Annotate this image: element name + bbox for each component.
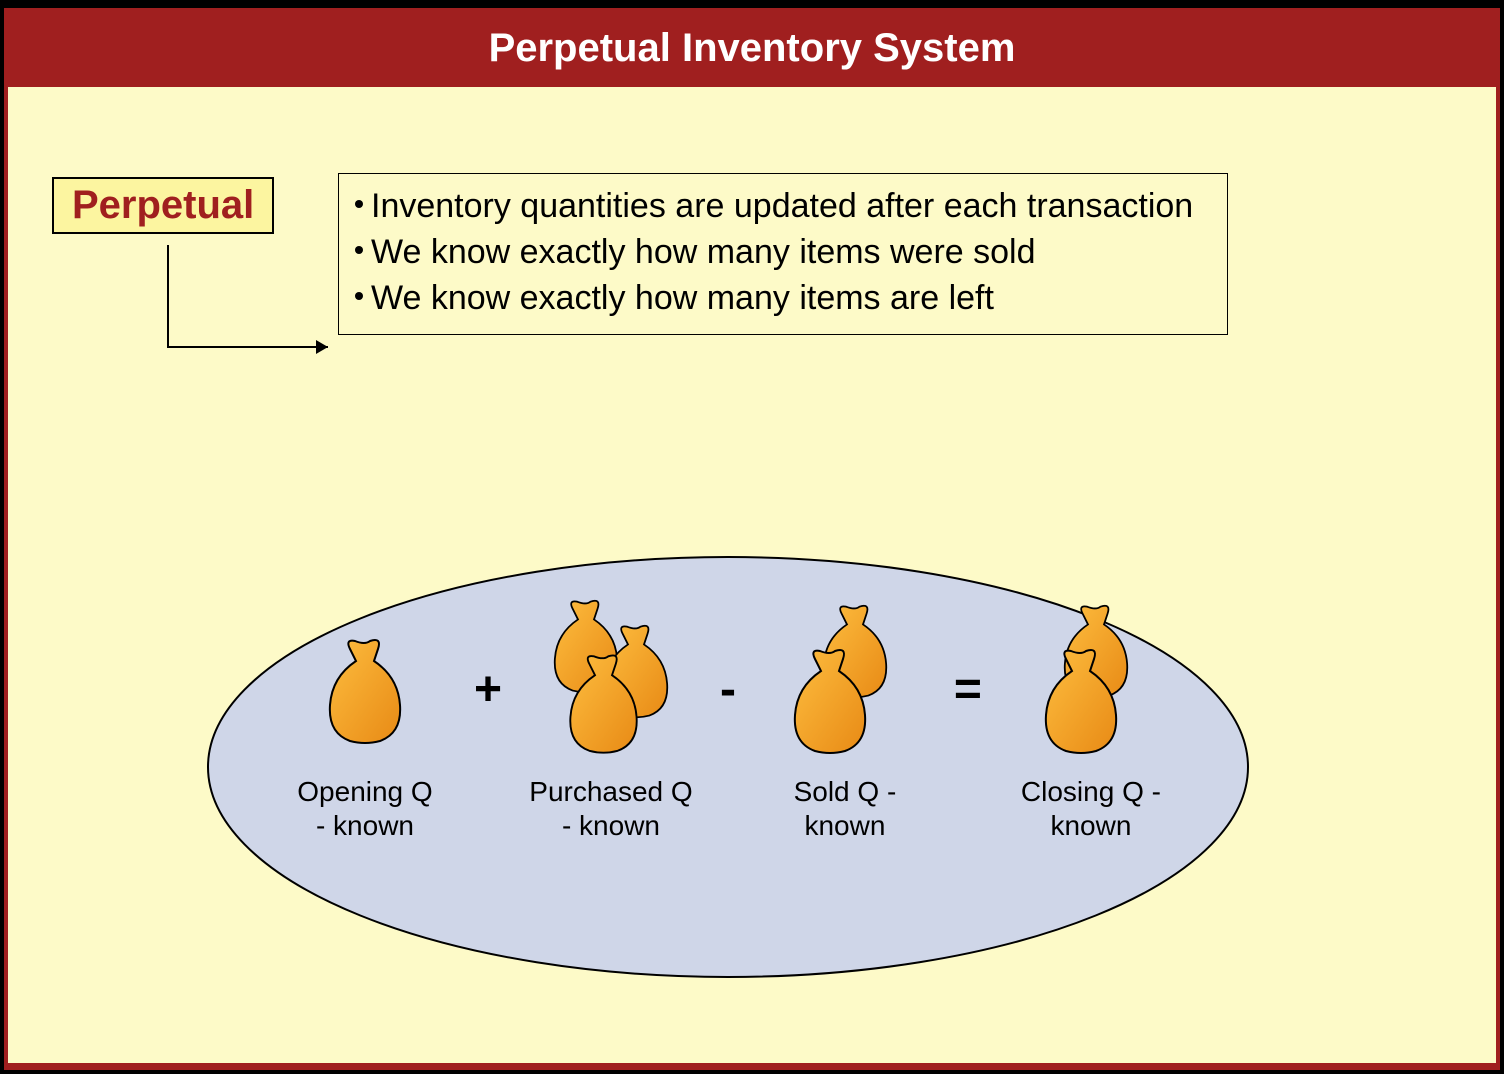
term-closing: Closing Q - known (986, 597, 1196, 842)
outer-frame: Perpetual Inventory System Perpetual Inv… (0, 0, 1504, 1074)
formula-diagram: Opening Q - known + (198, 547, 1258, 987)
bullet-item: We know exactly how many items are left (355, 276, 1211, 322)
term-sold: Sold Q - known (740, 597, 950, 842)
bullet-dot-icon (355, 246, 363, 254)
term-purchased: Purchased Q - known (506, 597, 716, 842)
term-opening: Opening Q - known (260, 597, 470, 842)
term-label-line2: known (1021, 809, 1161, 843)
bullet-dot-icon (355, 200, 363, 208)
term-label-line1: Purchased Q (529, 775, 692, 809)
bag-icon (1036, 647, 1126, 757)
term-label-line1: Sold Q - (794, 775, 897, 809)
bullet-text: Inventory quantities are updated after e… (371, 184, 1193, 230)
bullet-item: We know exactly how many items were sold (355, 230, 1211, 276)
bullet-dot-icon (355, 292, 363, 300)
connector-arrow (158, 237, 358, 387)
slide-title: Perpetual Inventory System (8, 12, 1496, 87)
term-label: Closing Q - known (1021, 775, 1161, 842)
term-label-line1: Opening Q (297, 775, 432, 809)
operator-plus: + (474, 662, 502, 777)
bags-sold (775, 597, 915, 757)
red-frame: Perpetual Inventory System Perpetual Inv… (4, 8, 1500, 1070)
term-label-line2: - known (297, 809, 432, 843)
bullet-item: Inventory quantities are updated after e… (355, 184, 1211, 230)
term-label-line1: Closing Q - (1021, 775, 1161, 809)
operator-minus: - (720, 662, 736, 777)
bags-closing (1021, 597, 1161, 757)
slide-content: Perpetual Inventory quantities are updat… (8, 87, 1496, 1063)
term-label: Purchased Q - known (529, 775, 692, 842)
bullet-text: We know exactly how many items were sold (371, 230, 1036, 276)
bullet-list: Inventory quantities are updated after e… (338, 173, 1228, 335)
bag-icon (785, 647, 875, 757)
term-label: Opening Q - known (297, 775, 432, 842)
bags-purchased (541, 597, 681, 757)
bag-icon (320, 637, 410, 747)
term-label: Sold Q - known (794, 775, 897, 842)
bag-icon (561, 652, 646, 757)
operator-equals: = (954, 662, 982, 777)
inventory-formula: Opening Q - known + (258, 597, 1198, 842)
bags-opening (295, 597, 435, 757)
term-label-line2: known (794, 809, 897, 843)
perpetual-label: Perpetual (52, 177, 274, 234)
term-label-line2: - known (529, 809, 692, 843)
bullet-text: We know exactly how many items are left (371, 276, 994, 322)
